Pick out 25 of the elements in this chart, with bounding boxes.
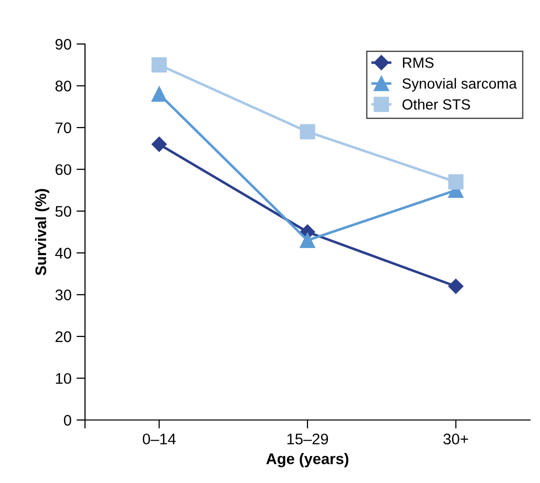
x-tick-label: 30+ (443, 434, 468, 444)
x-axis-title: Age (years) (266, 452, 348, 468)
point (300, 124, 316, 140)
legend-label: Other STS (402, 98, 470, 110)
legend-label: Synovial sarcoma (402, 78, 517, 92)
y-tick-label: 40 (55, 248, 72, 259)
y-tick-label: 0 (64, 414, 72, 426)
y-tick-label: 30 (55, 290, 72, 300)
point (152, 86, 167, 102)
y-tick-label: 20 (56, 331, 72, 342)
legend-label: RMS (402, 58, 434, 68)
y-tick-label: 60 (56, 164, 72, 176)
point (448, 278, 464, 294)
y-tick-label: 90 (56, 38, 72, 50)
point (152, 136, 167, 152)
y-tick-label: 70 (56, 122, 72, 134)
point (152, 57, 167, 73)
x-tick-label: 15–29 (287, 434, 328, 444)
y-tick-label: 50 (55, 206, 72, 217)
point (448, 174, 464, 190)
y-tick-label: 10 (56, 373, 72, 384)
point (300, 232, 316, 248)
y-tick-label: 80 (55, 80, 72, 92)
x-tick-label: 0–14 (142, 434, 176, 444)
y-axis-title: Survival (%) (35, 189, 50, 276)
